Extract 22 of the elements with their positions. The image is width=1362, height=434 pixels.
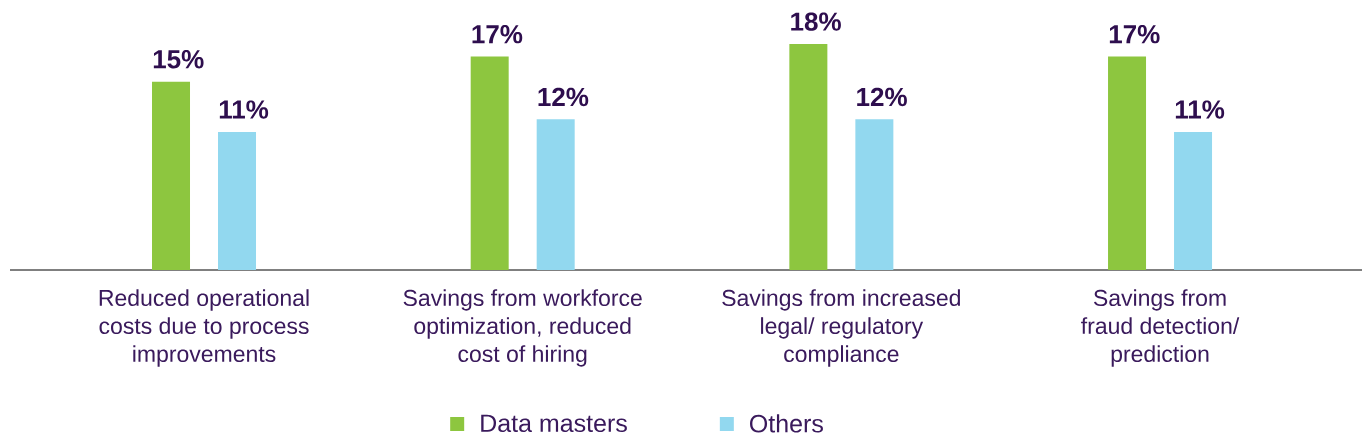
bar — [1174, 131, 1213, 270]
data-label: 12% — [857, 87, 907, 107]
bar — [855, 119, 894, 270]
legend-label: Data masters — [481, 414, 627, 433]
data-label: 11% — [1175, 100, 1225, 119]
bar — [218, 131, 257, 270]
data-label: 11% — [219, 100, 269, 119]
legend-label: Others — [750, 414, 823, 433]
data-label: 18% — [791, 12, 841, 31]
x-tick-label: Savings from fraud detection/ prediction — [1081, 289, 1240, 367]
bar — [152, 81, 191, 270]
x-tick-label: Savings from increased legal/ regulatory compliance — [722, 289, 960, 367]
bar — [789, 43, 828, 270]
bar — [470, 56, 509, 270]
data-label: 15% — [153, 50, 204, 69]
data-label: 17% — [1109, 25, 1160, 44]
bar — [536, 119, 575, 270]
bar — [1108, 56, 1147, 270]
data-label: 17% — [472, 25, 523, 44]
x-tick-label: Savings from workforce optimization, reduced cost of hiring — [403, 289, 642, 367]
x-tick-label: Reduced operational costs due to process improvements — [99, 289, 309, 367]
data-label: 12% — [538, 87, 589, 107]
